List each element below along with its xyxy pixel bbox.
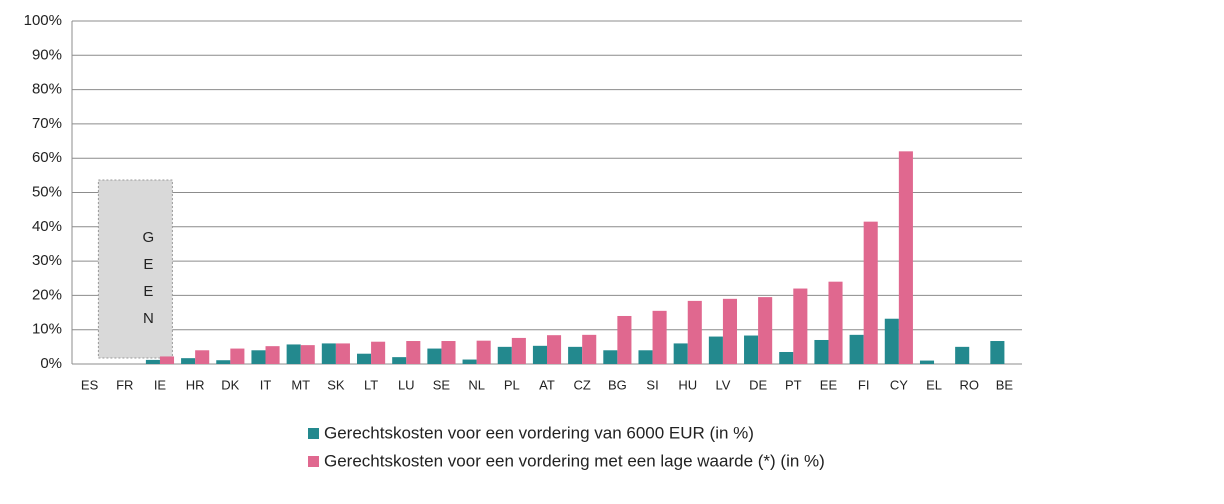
bar: [441, 341, 456, 364]
x-tick-label: BE: [996, 377, 1014, 392]
bar: [511, 337, 526, 364]
bar: [828, 281, 843, 364]
bar: [898, 151, 913, 364]
bar: [230, 348, 245, 364]
x-tick-label: HR: [186, 377, 205, 392]
x-tick-label: DE: [749, 377, 767, 392]
x-tick-label: FR: [116, 377, 133, 392]
x-tick-label: RO: [959, 377, 979, 392]
bar: [603, 350, 618, 364]
x-tick-label: ES: [81, 377, 99, 392]
x-tick-label: LU: [398, 377, 415, 392]
bar: [722, 298, 737, 364]
x-tick-label: IT: [260, 377, 272, 392]
bar: [955, 346, 970, 364]
legend-swatch: [308, 456, 319, 467]
x-tick-label: LV: [715, 377, 730, 392]
bar: [159, 356, 175, 364]
y-tick-label: 10%: [32, 321, 62, 338]
x-tick-label: CZ: [574, 377, 591, 392]
y-tick-label: 0%: [40, 355, 62, 372]
x-tick-label: EL: [926, 377, 942, 392]
x-tick-label: DK: [221, 377, 239, 392]
y-tick-label: 70%: [32, 115, 62, 132]
legend-swatch: [308, 428, 319, 439]
y-tick-label: 90%: [32, 46, 62, 63]
x-tick-label: NL: [468, 377, 485, 392]
y-tick-label: 60%: [32, 149, 62, 166]
x-tick-label: EE: [820, 377, 838, 392]
bar: [793, 288, 808, 364]
bar: [251, 350, 266, 364]
bar: [392, 357, 407, 364]
bar: [476, 340, 491, 364]
bar: [532, 345, 547, 364]
bar: [357, 353, 372, 364]
bar: [286, 344, 301, 364]
bar: [758, 297, 773, 364]
x-tick-label: SE: [433, 377, 451, 392]
y-tick-label: 40%: [32, 218, 62, 235]
x-tick-label: HU: [678, 377, 697, 392]
bar: [849, 334, 864, 364]
bar: [371, 341, 386, 364]
x-tick-label: SK: [327, 377, 345, 392]
bar: [990, 341, 1005, 364]
bar: [462, 359, 477, 364]
y-tick-label: 100%: [24, 12, 62, 29]
bar: [884, 318, 899, 364]
bar: [547, 335, 562, 364]
bar: [814, 339, 829, 364]
bar: [321, 343, 336, 364]
y-tick-label: 30%: [32, 252, 62, 269]
x-tick-label: PT: [785, 377, 802, 392]
annotation-box: [97, 179, 173, 359]
x-tick-label: MT: [291, 377, 310, 392]
bar: [216, 360, 231, 364]
bar: [181, 358, 196, 364]
x-tick-label: LT: [364, 377, 378, 392]
bar: [145, 359, 160, 364]
annotation: GEEN: [140, 229, 157, 337]
bar: [863, 221, 878, 364]
bar: [744, 335, 759, 364]
x-tick-label: SI: [646, 377, 658, 392]
legend-label: Gerechtskosten voor een vordering met ee…: [324, 451, 825, 470]
x-tick-label: IE: [154, 377, 167, 392]
bar: [779, 351, 794, 364]
bar: [617, 315, 632, 364]
bar: [335, 343, 350, 364]
x-tick-label: PL: [504, 377, 520, 392]
bar: [427, 348, 442, 364]
bar: [673, 343, 688, 364]
bar: [638, 350, 653, 364]
x-tick-label: AT: [539, 377, 555, 392]
y-tick-label: 20%: [32, 286, 62, 303]
bar: [919, 360, 935, 364]
legend-label: Gerechtskosten voor een vordering van 60…: [324, 423, 754, 442]
x-tick-label: BG: [608, 377, 627, 392]
x-tick-label: CY: [890, 377, 908, 392]
x-tick-label: FI: [858, 377, 870, 392]
bar: [652, 310, 667, 364]
y-tick-label: 50%: [32, 183, 62, 200]
bar: [497, 346, 512, 364]
bar: [568, 346, 583, 364]
bar: [300, 345, 315, 364]
bar: [687, 300, 702, 364]
bar: [406, 341, 421, 364]
bar: [582, 334, 597, 364]
bar: [265, 346, 280, 364]
bar: [195, 350, 210, 364]
bar: [708, 336, 723, 364]
y-tick-label: 80%: [32, 81, 62, 98]
